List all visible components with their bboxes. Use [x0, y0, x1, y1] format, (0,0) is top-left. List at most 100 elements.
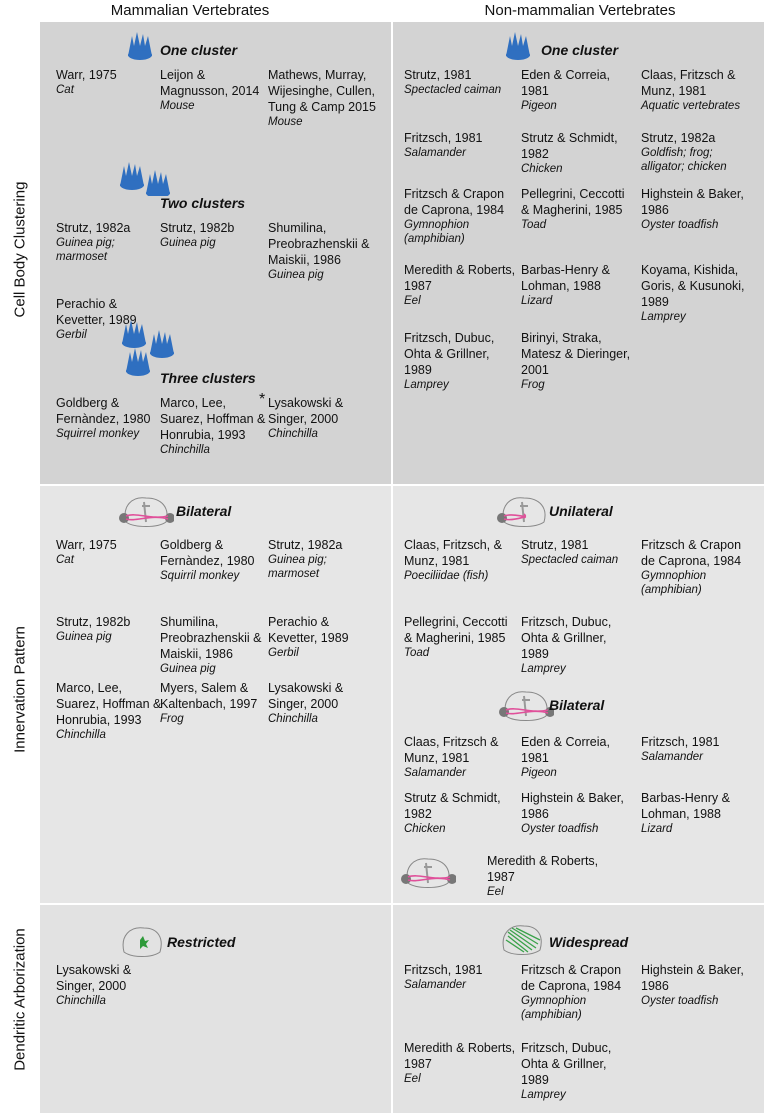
entry: Lysakowski & Singer, 2000 Chinchilla — [56, 962, 168, 1008]
species: Chinchilla — [160, 444, 210, 456]
species: Frog — [160, 713, 184, 725]
citation: Claas, Fritzsch & Munz, 1981 — [404, 735, 499, 765]
entry: Highstein & Baker, 1986 Oyster toadfish — [641, 962, 753, 1008]
entry: Shumilina, Preobrazhenskii & Maiskii, 19… — [268, 220, 380, 282]
group-heading: One cluster — [160, 42, 238, 58]
species: Chicken — [404, 823, 446, 835]
species: Poeciliidae (fish) — [404, 570, 489, 582]
citation: Eden & Correia, 1981 — [521, 68, 610, 98]
entry: Shumilina, Preobrazhenskii & Maiskii, 19… — [160, 614, 272, 676]
citation: Strutz, 1982a — [56, 221, 131, 235]
species: Oyster toadfish — [641, 219, 719, 231]
column-header: Non-mammalian Vertebrates — [484, 2, 676, 19]
citation: Meredith & Roberts, 1987 — [404, 1041, 516, 1071]
species: Lamprey — [521, 1089, 566, 1101]
species: Spectacled caiman — [521, 554, 619, 566]
citation: Leijon & Magnusson, 2014 — [160, 68, 260, 98]
entry: Strutz, 1981 Spectacled caiman — [404, 67, 516, 97]
species: Lamprey — [521, 663, 566, 675]
icon — [401, 858, 456, 888]
entry: Marco, Lee, Suarez, Hoffman & Honrubia, … — [56, 680, 168, 742]
species: Chinchilla — [268, 428, 318, 440]
species: Chinchilla — [56, 729, 106, 741]
entry: Fritzsch, Dubuc, Ohta & Grillner, 1989 La… — [404, 330, 516, 392]
species: Salamander — [404, 767, 467, 779]
species: Pigeon — [521, 767, 557, 779]
citation: Koyama, Kishida, Goris, & Kusunoki, 1989 — [641, 263, 745, 309]
species: Spectacled caiman — [404, 84, 502, 96]
entry: Birinyi, Straka, Matesz & Dieringer, 200… — [521, 330, 633, 392]
citation: Highstein & Baker, 1986 — [641, 187, 744, 217]
section-bg — [40, 486, 764, 903]
species: Eel — [404, 1073, 421, 1085]
entry: Claas, Fritzsch & Munz, 1981 Salamander — [404, 734, 516, 780]
entry: Fritzsch, 1981 Salamander — [404, 130, 516, 160]
citation: Goldberg & Fernàndez, 1980 — [160, 538, 255, 568]
citation: Lysakowski & Singer, 2000 — [268, 681, 344, 711]
entry: Perachio & Kevetter, 1989 Gerbil — [268, 614, 380, 660]
species: Chinchilla — [268, 713, 318, 725]
section-label: Innervation Pattern — [11, 626, 29, 753]
species: Salamander — [404, 147, 467, 159]
section-bg — [40, 22, 764, 484]
citation: Strutz, 1982a — [268, 538, 343, 552]
species: Gymnophion (amphibian) — [404, 219, 470, 245]
entry: Eden & Correia, 1981 Pigeon — [521, 67, 633, 113]
species: Squirril monkey — [160, 570, 240, 582]
citation: Fritzsch, Dubuc, Ohta & Grillner, 1989 — [404, 331, 495, 377]
citation: Meredith & Roberts, 1987 — [487, 854, 599, 884]
entry: Koyama, Kishida, Goris, & Kusunoki, 1989… — [641, 262, 753, 324]
citation: Warr, 1975 — [56, 538, 117, 552]
species: Toad — [521, 219, 547, 231]
entry: Strutz, 1982a Goldfish; frog; alligator; … — [641, 130, 753, 174]
icon — [497, 497, 546, 527]
entry: Strutz, 1982b Guinea pig — [56, 614, 168, 644]
citation: Barbas-Henry & Lohman, 1988 — [521, 263, 610, 293]
species: Chinchilla — [56, 995, 106, 1007]
citation: Warr, 1975 — [56, 68, 117, 82]
group-heading: Bilateral — [549, 697, 605, 713]
species: Pigeon — [521, 100, 557, 112]
entry: Meredith & Roberts, 1987 Eel — [487, 853, 599, 899]
entry: Lysakowski & Singer, 2000 Chinchilla — [268, 680, 380, 726]
citation: Eden & Correia, 1981 — [521, 735, 610, 765]
species: Gerbil — [56, 329, 87, 341]
entry: Warr, 1975 Cat — [56, 67, 168, 97]
citation: Marco, Lee, Suarez, Hoffman & Honrubia, … — [160, 396, 266, 442]
entry: Warr, 1975 Cat — [56, 537, 168, 567]
citation: Claas, Fritzsch, & Munz, 1981 — [404, 538, 502, 568]
entry: Pellegrini, Ceccotti & Magherini, 1985 To… — [521, 186, 633, 232]
entry: Mathews, Murray, Wijesinghe, Cullen, Tun… — [268, 67, 380, 129]
species: Lamprey — [641, 311, 686, 323]
group-heading: Two clusters — [160, 195, 246, 211]
citation: Strutz, 1981 — [521, 538, 589, 552]
species: Goldfish; frog; alligator; chicken — [641, 147, 727, 173]
group-heading: Unilateral — [549, 503, 613, 519]
species: Aquatic vertebrates — [641, 100, 741, 112]
citation: Strutz & Schmidt, 1982 — [521, 131, 618, 161]
species: Mouse — [160, 100, 195, 112]
entry: Marco, Lee, Suarez, Hoffman & Honrubia, … — [160, 395, 272, 457]
species: Oyster toadfish — [521, 823, 599, 835]
species: Salamander — [404, 979, 467, 991]
entry: Leijon & Magnusson, 2014 Mouse — [160, 67, 272, 113]
citation: Strutz & Schmidt, 1982 — [404, 791, 501, 821]
citation: Goldberg & Fernàndez, 1980 — [56, 396, 151, 426]
citation: Strutz, 1982b — [160, 221, 235, 235]
entry: Eden & Correia, 1981 Pigeon — [521, 734, 633, 780]
entry: Strutz, 1982a Guinea pig; marmoset — [268, 537, 380, 581]
entry: Goldberg & Fernàndez, 1980 Squirril monke… — [160, 537, 272, 583]
species: Gymnophion (amphibian) — [641, 570, 707, 596]
citation: Meredith & Roberts, 1987 — [404, 263, 516, 293]
citation: Claas, Fritzsch & Munz, 1981 — [641, 68, 736, 98]
divider — [391, 22, 393, 1113]
group-heading: Three clusters — [160, 370, 256, 386]
entry: Fritzsch, Dubuc, Ohta & Grillner, 1989 La… — [521, 1040, 633, 1102]
species: Guinea pig; marmoset — [268, 554, 327, 580]
citation: Pellegrini, Ceccotti & Magherini, 1985 — [521, 187, 625, 217]
entry: Goldberg & Fernàndez, 1980 Squirrel monke… — [56, 395, 168, 441]
citation: Lysakowski & Singer, 2000 — [56, 963, 132, 993]
icon — [119, 497, 174, 527]
entry: Myers, Salem & Kaltenbach, 1997 Frog — [160, 680, 272, 726]
icon — [502, 925, 542, 955]
